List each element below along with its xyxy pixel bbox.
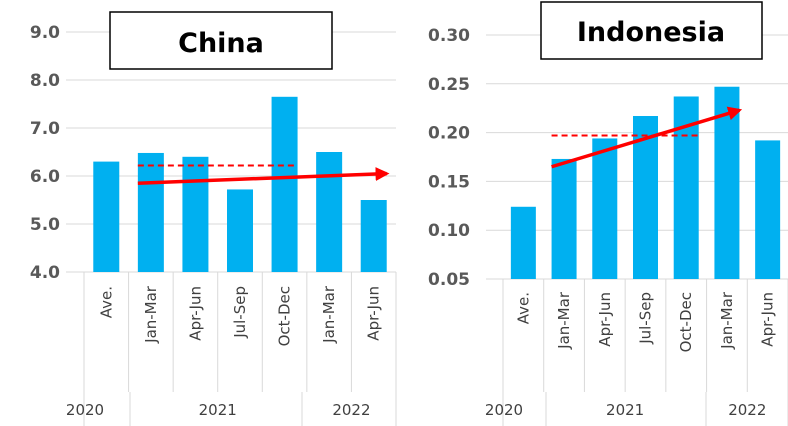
china-bar-7-apr-jun: [360, 200, 387, 272]
china-category-label: Jan-Mar: [142, 285, 160, 344]
china-ytick-label: 5.0: [30, 215, 60, 235]
indonesia-year-label-2020: 2020: [485, 401, 523, 419]
china-trend-arrow: [137, 167, 390, 185]
indonesia-ytick-label: 0.05: [428, 270, 470, 290]
indonesia-bar-4-jul-sep: [633, 116, 658, 280]
china-chart-title: China: [178, 28, 264, 59]
indonesia-ytick-label: 0.10: [428, 221, 470, 241]
china-ytick-label: 8.0: [30, 71, 60, 91]
indonesia-category-label: Ave.: [514, 292, 532, 324]
indonesia-category-label: Jan-Mar: [718, 291, 736, 350]
indonesia-ytick-label: 0.30: [428, 26, 470, 46]
china-bar-2-jan-mar: [137, 152, 164, 272]
china-year-label-2022: 2022: [332, 401, 370, 419]
indonesia-category-label: Jul-Sep: [637, 292, 655, 345]
indonesia-year-label-2021: 2021: [606, 401, 644, 419]
china-category-label: Apr-Jun: [186, 286, 204, 341]
china-ytick-label: 7.0: [30, 119, 60, 139]
indonesia-category-label: Jan-Mar: [555, 291, 573, 350]
indonesia-ytick-label: 0.20: [428, 124, 470, 144]
indonesia-category-label: Apr-Jun: [596, 292, 614, 347]
indonesia-chart-title: Indonesia: [577, 17, 725, 48]
china-year-label-2021: 2021: [199, 401, 237, 419]
china-year-label-2020: 2020: [66, 401, 104, 419]
china-bar-3-apr-jun: [182, 156, 209, 272]
china-ytick-label: 6.0: [30, 167, 60, 187]
china-title-box: [109, 11, 333, 70]
china-bar-5-oct-dec: [271, 96, 298, 272]
indonesia-category-label: Oct-Dec: [677, 292, 695, 352]
indonesia-bar-1-ave: [510, 206, 536, 279]
china-category-label: Apr-Jun: [365, 286, 383, 341]
indonesia-chart: 0.05 0.10 0.15 0.20 0.25 0.30 Ave. Jan-Mar Apr-…: [428, 1, 788, 426]
indonesia-title-box: [540, 1, 763, 60]
china-bar-4-jul-sep: [227, 189, 253, 272]
indonesia-bar-3-apr-jun: [592, 138, 618, 279]
china-ytick-label: 4.0: [30, 263, 60, 283]
indonesia-bar-7-apr-jun: [755, 140, 781, 279]
china-category-label: Ave.: [97, 286, 115, 318]
indonesia-ytick-label: 0.15: [428, 172, 470, 192]
china-chart: 4.0 5.0 6.0 7.0 8.0 9.0 Ave. Jan-Mar Apr-Jun Jul…: [30, 11, 397, 426]
china-bar-1-ave: [93, 161, 120, 272]
china-category-label: Oct-Dec: [276, 286, 294, 346]
china-ytick-label: 9.0: [30, 23, 60, 43]
indonesia-category-label: Apr-Jun: [759, 292, 777, 347]
indonesia-year-label-2022: 2022: [728, 401, 766, 419]
indonesia-ytick-label: 0.25: [428, 75, 470, 95]
indonesia-trend-arrow: [551, 106, 743, 169]
indonesia-bar-2-jan-mar: [551, 158, 577, 279]
china-category-label: Jul-Sep: [231, 286, 249, 339]
china-bar-6-jan-mar: [316, 152, 343, 272]
china-category-label: Jan-Mar: [320, 285, 338, 344]
